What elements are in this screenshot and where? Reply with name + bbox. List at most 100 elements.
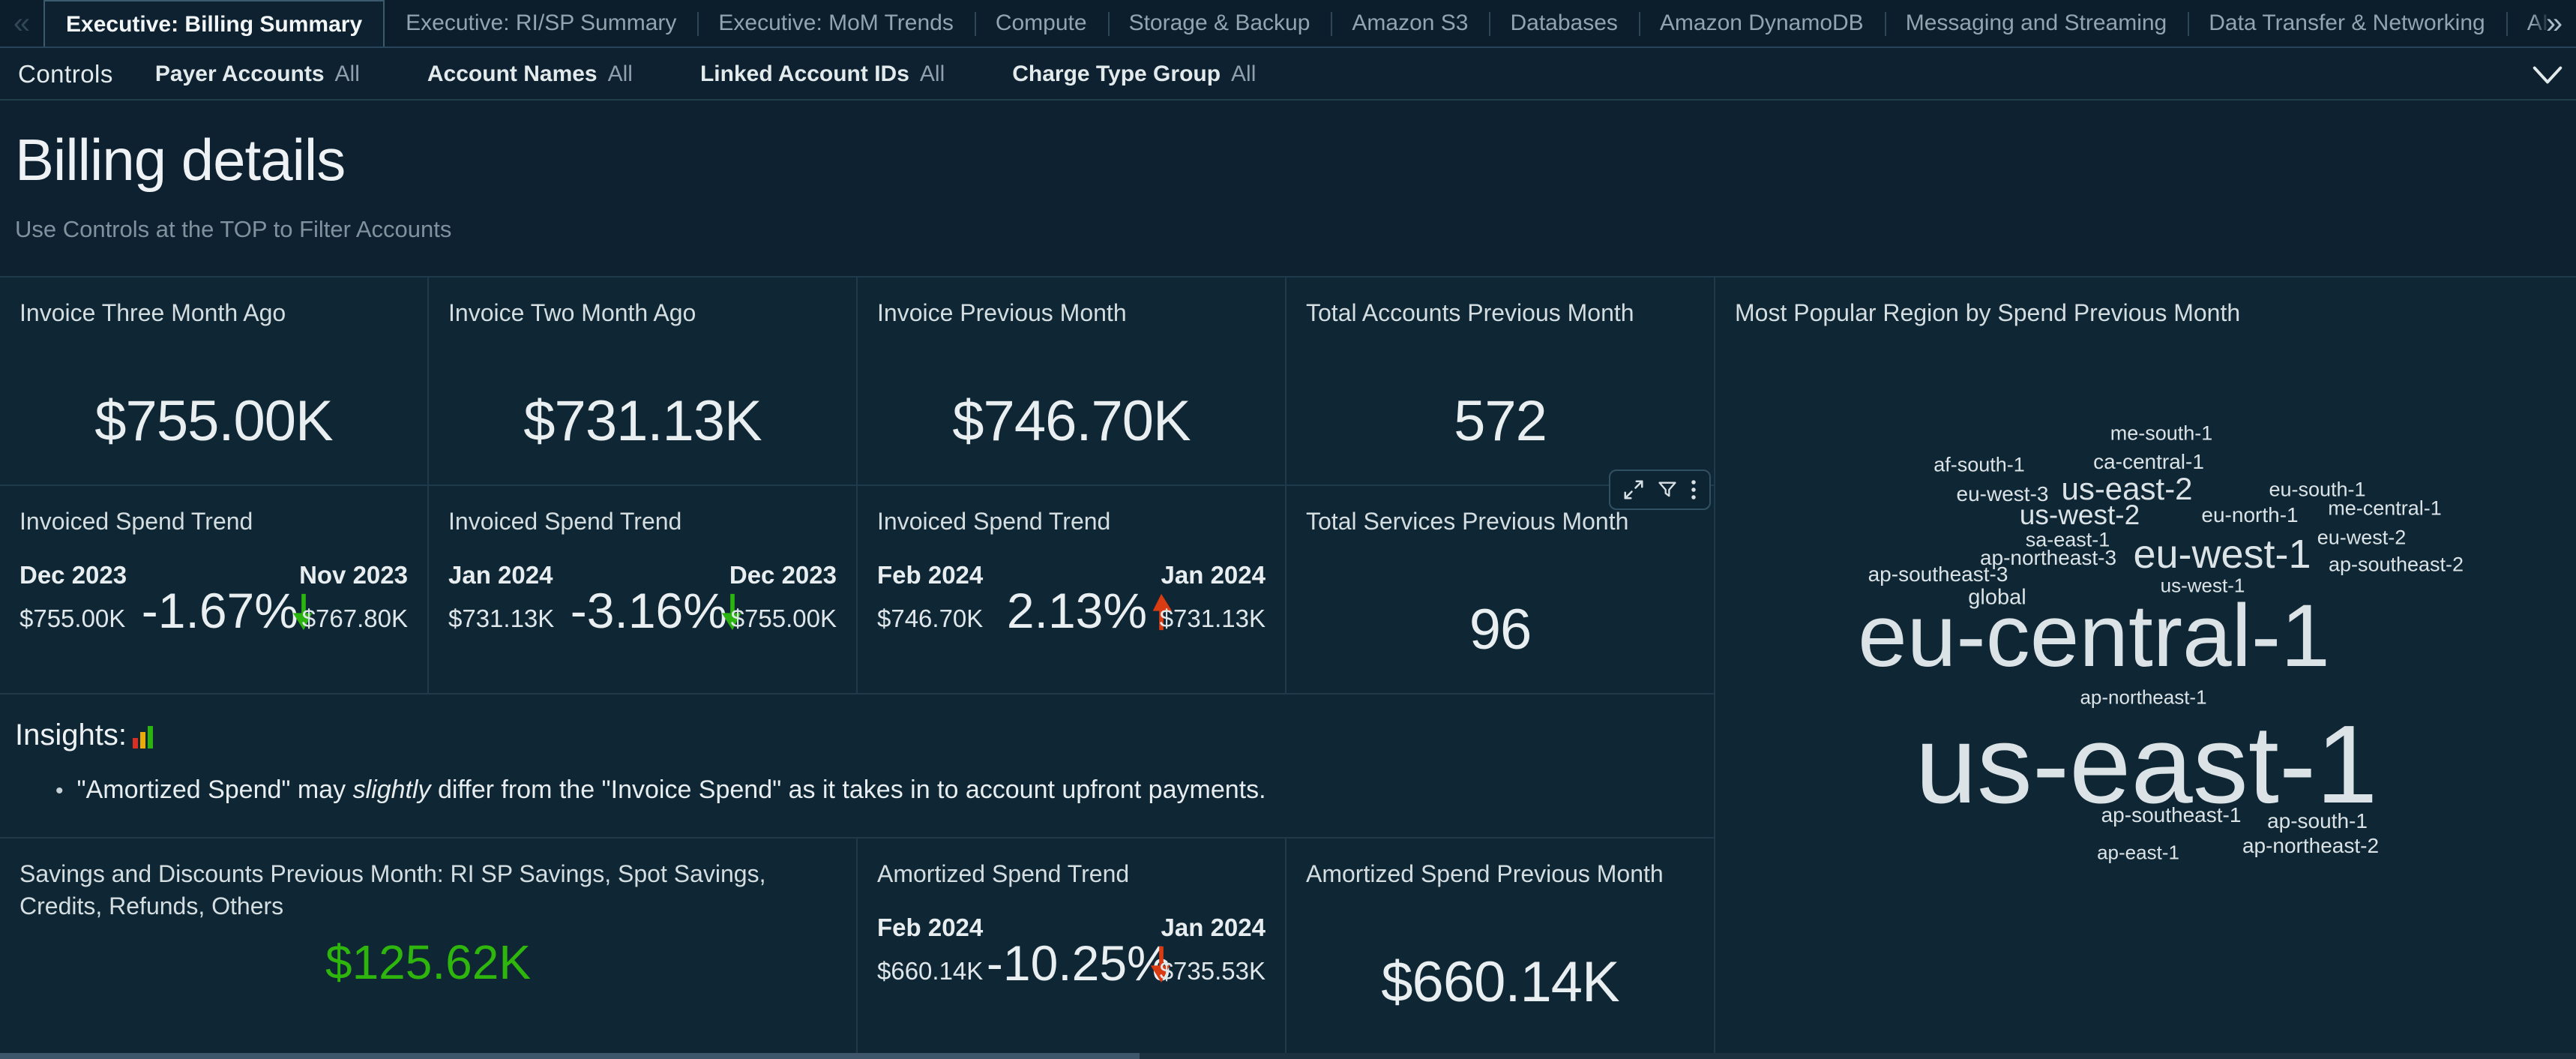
kpi-value: $746.70K: [952, 389, 1191, 453]
region-word-us-west-2[interactable]: us-west-2: [2019, 500, 2140, 530]
tab-executive-mom-trends[interactable]: Executive: MoM Trends: [697, 0, 974, 46]
region-word-af-south-1[interactable]: af-south-1: [1933, 453, 2025, 476]
trend-current-month: Dec 2023: [19, 561, 127, 589]
kpi-card-total-services-previous-month: Total Services Previous Month 96: [1287, 486, 1714, 693]
bullet-text: "Amortized Spend" may: [76, 776, 353, 804]
kpi-card-savings-discounts: Savings and Discounts Previous Month: RI…: [0, 838, 856, 1053]
trend-current-month: Feb 2024: [877, 914, 984, 941]
region-word-us-east-1[interactable]: us-east-1: [1915, 703, 2378, 826]
down-arrow-icon: [721, 593, 741, 631]
region-word-eu-north-1[interactable]: eu-north-1: [2201, 503, 2299, 526]
trend-percent: -1.67%: [141, 583, 298, 638]
region-word-eu-west-1[interactable]: eu-west-1: [2133, 532, 2311, 577]
sheet-header: Billing details Use Controls at the TOP …: [0, 100, 2576, 276]
region-word-ap-southeast-2[interactable]: ap-southeast-2: [2328, 553, 2464, 576]
kpi-card-invoice-previous-month: Invoice Previous Month $746.70K: [858, 278, 1285, 484]
filter-label: Linked Account IDs: [699, 62, 909, 86]
controls-filters: Payer Accounts All Account Names All Linked …: [155, 62, 1324, 87]
invoiced-spend-trend-card-3: Invoiced Spend Trend Feb 2024 Jan 2024 $…: [858, 486, 1285, 693]
invoiced-spend-trend-card-2: Invoiced Spend Trend Jan 2024 Dec 2023 $…: [429, 486, 856, 693]
region-word-ap-northeast-2[interactable]: ap-northeast-2: [2242, 834, 2380, 857]
page-subtitle: Use Controls at the TOP to Filter Accoun…: [15, 216, 452, 242]
kpi-value: $731.13K: [523, 389, 762, 453]
tab-executive-billing-summary[interactable]: Executive: Billing Summary: [43, 0, 385, 46]
amortized-spend-trend-card: Amortized Spend Trend Feb 2024 Jan 2024 …: [858, 838, 1285, 1053]
region-word-eu-south-1[interactable]: eu-south-1: [2269, 478, 2366, 501]
region-word-us-east-2[interactable]: us-east-2: [2061, 471, 2193, 506]
trend-current-value: $660.14K: [877, 957, 984, 985]
controls-bar: Controls Payer Accounts All Account Names A…: [0, 50, 2576, 100]
tabs-scroll-right-icon[interactable]: »: [2533, 0, 2576, 46]
region-word-ap-southeast-3[interactable]: ap-southeast-3: [1868, 562, 2008, 586]
kpi-value-savings: $125.62K: [325, 935, 532, 989]
insights-heading: Insights:: [15, 718, 155, 752]
controls-label: Controls: [18, 60, 113, 88]
card-title: Amortized Spend Previous Month: [1306, 860, 1664, 887]
tab-amazon-dynamodb[interactable]: Amazon DynamoDB: [1638, 0, 1885, 46]
trend-current-value: $746.70K: [877, 604, 984, 632]
trend-previous-month: Jan 2024: [1161, 914, 1266, 941]
tab-storage-backup[interactable]: Storage & Backup: [1107, 0, 1331, 46]
region-word-eu-west-3[interactable]: eu-west-3: [1956, 482, 2049, 506]
region-word-eu-west-2[interactable]: eu-west-2: [2317, 526, 2407, 549]
visual-hover-toolbar: [1609, 470, 1711, 510]
region-word-ap-northeast-3[interactable]: ap-northeast-3: [1979, 546, 2117, 569]
filter-charge-type-group[interactable]: Charge Type Group All: [1012, 62, 1256, 87]
word-cloud-panel: Most Popular Region by Spend Previous Mo…: [1715, 278, 2576, 1053]
trend-previous-month: Dec 2023: [729, 561, 837, 589]
region-word-eu-central-1[interactable]: eu-central-1: [1858, 586, 2330, 686]
card-title: Invoiced Spend Trend: [448, 508, 682, 535]
filter-payer-accounts[interactable]: Payer Accounts All: [155, 62, 360, 87]
scrollbar-thumb[interactable]: [0, 1053, 1140, 1059]
card-title: Invoice Two Month Ago: [448, 299, 696, 326]
filter-value: All: [919, 62, 945, 86]
down-arrow-icon: [1150, 946, 1170, 983]
card-title: Invoice Three Month Ago: [19, 299, 286, 326]
menu-dots-icon[interactable]: [1690, 478, 1697, 501]
region-word-me-south-1[interactable]: me-south-1: [2110, 422, 2213, 445]
region-word-ap-southeast-1[interactable]: ap-southeast-1: [2101, 803, 2242, 826]
invoiced-spend-trend-card-1: Invoiced Spend Trend Dec 2023 Nov 2023 $…: [0, 486, 427, 693]
insights-panel: Insights: • "Amortized Spend" may slightl…: [0, 694, 1714, 837]
trend-current-month: Feb 2024: [877, 561, 984, 589]
tab-databases[interactable]: Databases: [1489, 0, 1638, 46]
card-title: Most Popular Region by Spend Previous Mo…: [1735, 299, 2241, 326]
trend-percent: -10.25%: [986, 935, 1171, 991]
horizontal-scrollbar[interactable]: [0, 1053, 2576, 1059]
kpi-value: 96: [1469, 598, 1532, 662]
trend-previous-value: $767.80K: [301, 604, 408, 632]
region-word-global[interactable]: global: [1968, 585, 2026, 610]
filter-account-names[interactable]: Account Names All: [427, 62, 633, 87]
chevron-down-icon[interactable]: [2531, 60, 2564, 90]
tab-executive-ri-sp-summary[interactable]: Executive: RI/SP Summary: [406, 10, 677, 35]
region-word-ap-northeast-1[interactable]: ap-northeast-1: [2080, 686, 2207, 709]
maximize-icon[interactable]: [1622, 478, 1645, 501]
page-title: Billing details: [15, 127, 346, 193]
filter-icon[interactable]: [1657, 479, 1678, 500]
card-title: Savings and Discounts Previous Month: RI…: [19, 860, 766, 920]
region-word-ap-east-1[interactable]: ap-east-1: [2097, 841, 2179, 864]
region-word-me-central-1[interactable]: me-central-1: [2328, 496, 2442, 520]
tab-compute[interactable]: Compute: [974, 0, 1108, 46]
region-word-ap-south-1[interactable]: ap-south-1: [2267, 809, 2368, 832]
region-word-sa-east-1[interactable]: sa-east-1: [2025, 528, 2110, 551]
bar-chart-icon: [132, 723, 155, 748]
tabs-scroll-left-icon[interactable]: «: [13, 6, 31, 40]
trend-previous-value: $755.00K: [730, 604, 837, 632]
kpi-card-invoice-two-month-ago: Invoice Two Month Ago $731.13K: [429, 278, 856, 484]
tab-amazon-s3[interactable]: Amazon S3: [1331, 0, 1489, 46]
filter-linked-account-ids[interactable]: Linked Account IDs All: [700, 62, 945, 87]
tab-data-transfer-networking[interactable]: Data Transfer & Networking: [2188, 0, 2506, 46]
card-title: Invoice Previous Month: [877, 299, 1127, 326]
trend-previous-month: Jan 2024: [1161, 561, 1266, 589]
filter-label: Charge Type Group: [1012, 62, 1221, 86]
bar-green: [147, 725, 153, 748]
region-word-us-west-1[interactable]: us-west-1: [2160, 574, 2245, 597]
trend-previous-month: Nov 2023: [299, 561, 408, 589]
trend-percent: -3.16%: [570, 583, 727, 638]
region-word-ca-central-1[interactable]: ca-central-1: [2093, 450, 2204, 473]
tab-messaging-and-streaming[interactable]: Messaging and Streaming: [1884, 0, 2188, 46]
bullet-italic-text: slightly: [352, 776, 431, 804]
card-title: Invoiced Spend Trend: [877, 508, 1111, 535]
